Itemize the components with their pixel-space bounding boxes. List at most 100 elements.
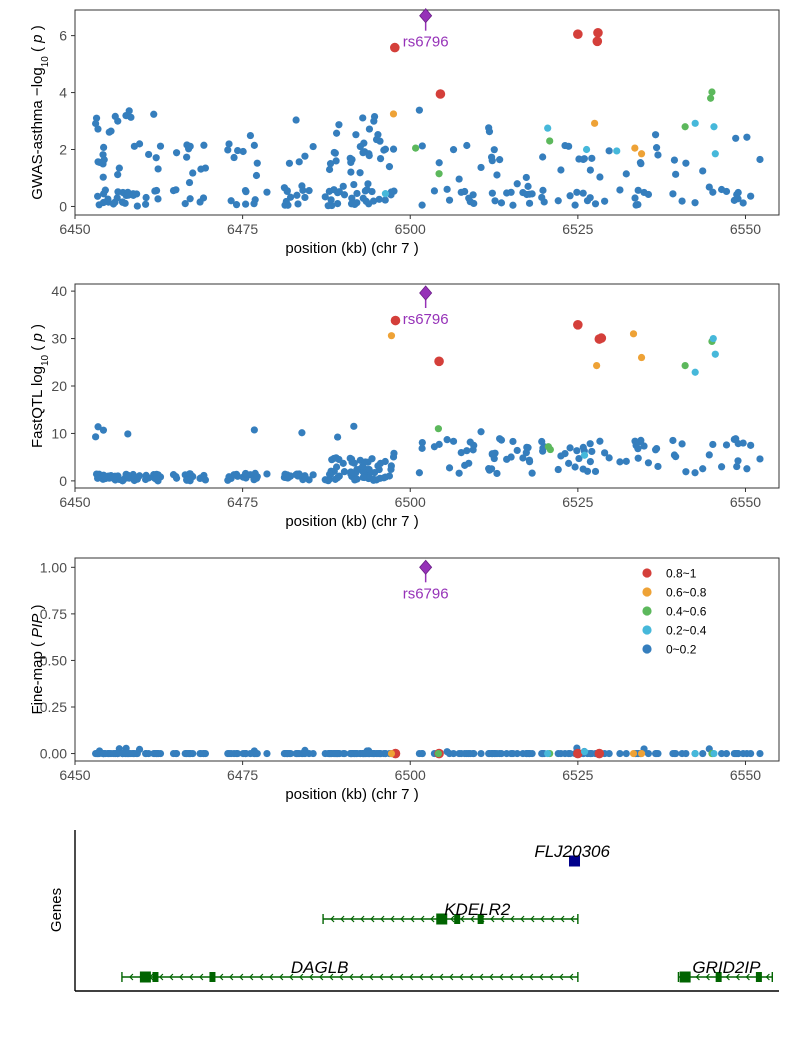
data-point [756, 155, 764, 164]
data-point [99, 426, 108, 434]
data-point [546, 445, 554, 454]
data-point [430, 187, 439, 195]
data-point [586, 458, 594, 466]
y-axis-title-sub: 10 [40, 354, 51, 366]
y-axis-title-close: ) [29, 25, 46, 34]
data-point [390, 315, 401, 326]
data-point [522, 449, 530, 457]
strand-arrow [735, 973, 740, 981]
data-point [186, 195, 194, 203]
data-point [365, 749, 373, 758]
data-point [94, 192, 102, 200]
y-axis-title: FastQTL log10 ( p ) [29, 324, 51, 448]
data-point [293, 191, 301, 199]
data-point [573, 188, 581, 196]
data-point [350, 459, 358, 467]
data-point [292, 471, 300, 479]
strand-arrow [179, 973, 184, 981]
gene-exon [679, 971, 691, 983]
data-point [332, 129, 341, 137]
data-point [239, 147, 247, 156]
x-tick-label: 6450 [59, 767, 90, 783]
data-point [487, 465, 496, 473]
data-point [528, 469, 536, 477]
data-point [109, 749, 118, 758]
data-point [301, 193, 309, 202]
data-point [232, 201, 241, 209]
gene-label: FLJ20306 [534, 842, 610, 861]
strand-arrow [420, 915, 425, 923]
legend-label: 0.4~0.6 [666, 605, 707, 619]
data-point [183, 153, 191, 161]
data-point [477, 428, 485, 436]
data-point [325, 470, 334, 478]
data-point [109, 474, 118, 482]
data-point [125, 107, 133, 115]
background-points [92, 106, 764, 210]
data-point [124, 471, 132, 480]
data-point [292, 749, 300, 758]
data-point [596, 437, 604, 445]
y-axis-title-main: FastQTL [29, 390, 46, 448]
panel-3: 6450 6475 6500 6525 6550 0.00 0.25 0.50 0.75 1.00… [29, 557, 780, 803]
data-point [493, 469, 501, 478]
data-point [364, 180, 372, 188]
data-point [169, 749, 178, 758]
legend-key [642, 606, 652, 616]
data-point [250, 141, 258, 149]
data-point [135, 745, 144, 754]
data-point [539, 444, 547, 452]
y-tick-label: 4 [59, 85, 67, 101]
data-point [525, 749, 534, 758]
data-point [169, 187, 178, 195]
data-point [99, 173, 107, 181]
y-tick-label: 30 [51, 331, 67, 347]
data-point [705, 183, 713, 191]
data-point [445, 464, 454, 472]
x-axis-title: position (kb) (chr 7 ) [285, 786, 418, 803]
strand-arrow [359, 973, 364, 981]
data-point [285, 159, 294, 167]
data-point [380, 146, 388, 154]
gene-track: Genes FLJ20306 KDELR2 DAGLB GRID2IP [48, 830, 779, 992]
data-point [435, 170, 443, 178]
data-point [711, 350, 719, 358]
data-point [544, 749, 552, 758]
data-point [682, 468, 690, 476]
data-point [616, 458, 624, 466]
data-point [580, 748, 589, 756]
gene-grid2ip: GRID2IP [677, 958, 773, 983]
data-point [733, 462, 741, 471]
data-point [418, 201, 426, 209]
strand-arrow [695, 973, 700, 981]
strand-arrow [520, 915, 525, 923]
strand-arrow [725, 973, 730, 981]
background-points [92, 422, 764, 485]
data-point [519, 188, 527, 197]
strand-arrow [705, 973, 710, 981]
data-point [381, 190, 390, 198]
strand-arrow [219, 973, 224, 981]
data-point [579, 465, 587, 473]
x-tick-label: 6475 [227, 767, 258, 783]
y-tick-label: 6 [59, 28, 67, 44]
data-point [756, 455, 764, 463]
data-point [461, 749, 469, 758]
data-point [637, 749, 646, 758]
legend-label: 0~0.2 [666, 643, 697, 657]
data-point [114, 188, 122, 196]
data-point [503, 189, 511, 197]
data-point [346, 154, 354, 162]
strand-arrow [409, 973, 414, 981]
lead-snp-label: rs6796 [403, 34, 449, 51]
data-point [339, 749, 347, 758]
data-point [678, 749, 686, 758]
data-point [309, 749, 317, 758]
gene-exon [454, 914, 461, 924]
data-point [119, 749, 127, 758]
data-point [356, 169, 364, 177]
data-point [253, 749, 261, 758]
data-point [538, 193, 546, 202]
strand-arrow [540, 915, 545, 923]
data-point [186, 470, 194, 478]
